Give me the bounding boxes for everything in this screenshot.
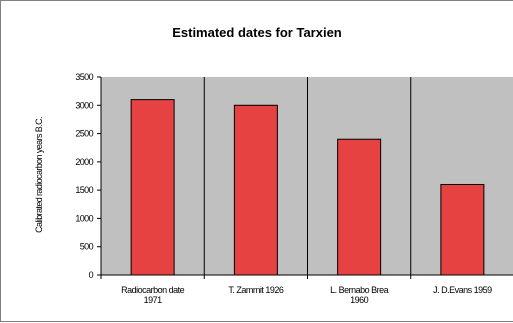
category-label: J. D.Evans 1959 xyxy=(433,285,492,295)
bar xyxy=(440,183,485,276)
category-label: Radiocarbon date 1971 xyxy=(121,285,185,305)
category-label-line: 1971 xyxy=(144,295,163,305)
category-label: L. Bernabo Brea 1960 xyxy=(330,285,389,305)
chart-title: Estimated dates for Tarxien xyxy=(172,25,342,40)
y-tick-label: 1000 xyxy=(75,213,93,223)
category-label: T. Zammit 1926 xyxy=(228,285,284,295)
y-tick-label: 2000 xyxy=(75,157,93,167)
bars xyxy=(130,99,485,276)
category-label-line: Radiocarbon date xyxy=(121,285,185,295)
y-tick-label: 2500 xyxy=(75,129,93,139)
y-tick-label: 500 xyxy=(80,242,94,252)
category-label-line: J. D.Evans 1959 xyxy=(433,285,492,295)
y-tick-label: 3500 xyxy=(75,72,93,82)
category-label-line: T. Zammit 1926 xyxy=(228,285,284,295)
bar xyxy=(337,138,382,276)
category-labels: Radiocarbon date 1971 T. Zammit 1926 L. Ber… xyxy=(121,285,493,305)
category-label-line: 1960 xyxy=(350,295,369,305)
y-tick-label: 3000 xyxy=(75,100,93,110)
y-axis-label: Calibrated radiocarbon years B.C. xyxy=(34,117,44,233)
bar xyxy=(233,104,278,276)
bar xyxy=(130,99,175,276)
category-label-line: L. Bernabo Brea xyxy=(330,285,389,295)
y-axis: 0 500 1000 1500 2000 2500 3000 3500 xyxy=(75,72,102,280)
y-tick-label: 0 xyxy=(89,270,94,280)
y-tick-label: 1500 xyxy=(75,185,93,195)
